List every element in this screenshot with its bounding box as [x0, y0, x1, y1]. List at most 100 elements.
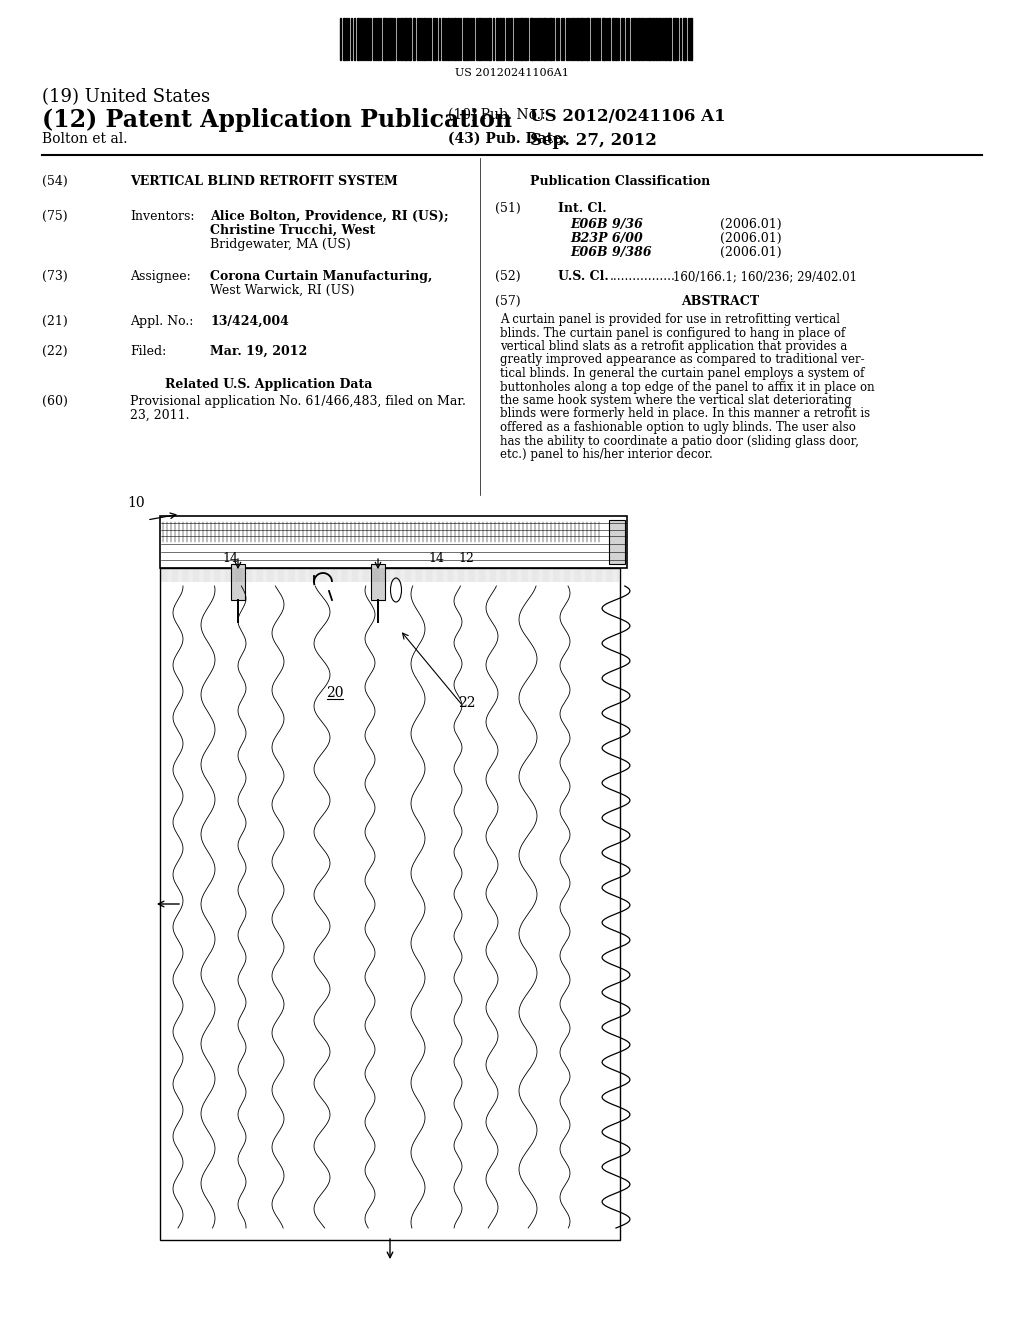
Bar — [586, 18, 589, 59]
Text: ABSTRACT: ABSTRACT — [681, 294, 759, 308]
Text: offered as a fashionable option to ugly blinds. The user also: offered as a fashionable option to ugly … — [500, 421, 856, 434]
Text: blinds were formerly held in place. In this manner a retrofit is: blinds were formerly held in place. In t… — [500, 408, 870, 421]
Bar — [488, 18, 490, 59]
Bar — [628, 18, 629, 59]
Bar — [403, 18, 407, 59]
Text: (51): (51) — [495, 202, 521, 215]
Text: 23, 2011.: 23, 2011. — [130, 409, 189, 422]
Text: Int. Cl.: Int. Cl. — [558, 202, 606, 215]
Bar — [510, 18, 512, 59]
Bar — [499, 18, 501, 59]
Text: (21): (21) — [42, 315, 68, 327]
Text: etc.) panel to his/her interior decor.: etc.) panel to his/her interior decor. — [500, 447, 713, 461]
Text: (22): (22) — [42, 345, 68, 358]
Bar — [638, 18, 640, 59]
Bar — [631, 18, 632, 59]
Bar — [466, 18, 468, 59]
Text: 14: 14 — [222, 552, 238, 565]
Bar — [469, 18, 470, 59]
Bar — [633, 18, 635, 59]
Bar — [524, 18, 525, 59]
Bar — [655, 18, 657, 59]
Text: E06B 9/386: E06B 9/386 — [570, 246, 651, 259]
Bar — [609, 520, 625, 564]
Bar — [496, 18, 498, 59]
Bar — [549, 18, 552, 59]
Bar — [658, 18, 659, 59]
Text: (43) Pub. Date:: (43) Pub. Date: — [449, 132, 567, 147]
Text: Inventors:: Inventors: — [130, 210, 195, 223]
Text: (75): (75) — [42, 210, 68, 223]
Text: 22: 22 — [458, 696, 475, 710]
Bar — [580, 18, 583, 59]
Bar — [538, 18, 540, 59]
Text: Bridgewater, MA (US): Bridgewater, MA (US) — [210, 238, 351, 251]
Bar — [593, 18, 595, 59]
Bar — [343, 18, 344, 59]
Text: E06B 9/36: E06B 9/36 — [570, 218, 643, 231]
Bar — [231, 564, 245, 601]
Text: (2006.01): (2006.01) — [720, 232, 781, 246]
Bar — [408, 18, 411, 59]
Bar — [668, 18, 671, 59]
Bar — [160, 568, 620, 1239]
Text: 20: 20 — [327, 686, 344, 700]
Text: the same hook system where the vertical slat deteriorating: the same hook system where the vertical … — [500, 393, 852, 407]
Bar — [530, 18, 534, 59]
Text: 14: 14 — [428, 552, 444, 565]
Bar — [574, 18, 575, 59]
Bar — [441, 18, 443, 59]
Bar — [569, 18, 571, 59]
Text: B23P 6/00: B23P 6/00 — [570, 232, 643, 246]
Bar — [160, 516, 627, 568]
Bar — [621, 18, 622, 59]
Bar — [502, 18, 504, 59]
Text: Corona Curtain Manufacturing,: Corona Curtain Manufacturing, — [210, 271, 432, 282]
Text: has the ability to coordinate a patio door (sliding glass door,: has the ability to coordinate a patio do… — [500, 434, 859, 447]
Text: (12) Patent Application Publication: (12) Patent Application Publication — [42, 108, 512, 132]
Text: West Warwick, RI (US): West Warwick, RI (US) — [210, 284, 354, 297]
Text: (54): (54) — [42, 176, 68, 187]
Bar — [350, 18, 352, 59]
Text: Appl. No.:: Appl. No.: — [130, 315, 194, 327]
Bar — [673, 18, 676, 59]
Text: Provisional application No. 61/466,483, filed on Mar.: Provisional application No. 61/466,483, … — [130, 395, 466, 408]
Bar — [560, 18, 562, 59]
Text: Alice Bolton, Providence, RI (US);: Alice Bolton, Providence, RI (US); — [210, 210, 449, 223]
Bar — [641, 18, 642, 59]
Text: Bolton et al.: Bolton et al. — [42, 132, 128, 147]
Bar — [433, 18, 435, 59]
Bar — [454, 18, 456, 59]
Bar — [493, 18, 494, 59]
Text: Publication Classification: Publication Classification — [529, 176, 710, 187]
Bar — [463, 18, 465, 59]
Bar — [413, 18, 415, 59]
Text: U.S. Cl.: U.S. Cl. — [558, 271, 608, 282]
Bar — [572, 18, 573, 59]
Text: vertical blind slats as a retrofit application that provides a: vertical blind slats as a retrofit appli… — [500, 341, 847, 352]
Bar — [477, 18, 480, 59]
Bar — [665, 18, 667, 59]
Bar — [375, 18, 376, 59]
Bar — [377, 18, 379, 59]
Bar — [608, 18, 609, 59]
Bar — [611, 18, 613, 59]
Text: 160/166.1; 160/236; 29/402.01: 160/166.1; 160/236; 29/402.01 — [673, 271, 857, 282]
Bar — [457, 18, 459, 59]
Text: Mar. 19, 2012: Mar. 19, 2012 — [210, 345, 307, 358]
Bar — [438, 18, 440, 59]
Bar — [651, 18, 653, 59]
Bar — [389, 18, 390, 59]
Bar — [596, 18, 597, 59]
Text: US 2012/0241106 A1: US 2012/0241106 A1 — [530, 108, 726, 125]
Bar — [615, 18, 616, 59]
Text: (52): (52) — [495, 271, 520, 282]
Text: (19) United States: (19) United States — [42, 88, 210, 106]
Text: (60): (60) — [42, 395, 68, 408]
Text: A curtain panel is provided for use in retrofitting vertical: A curtain panel is provided for use in r… — [500, 313, 840, 326]
Text: (2006.01): (2006.01) — [720, 246, 781, 259]
Text: 12: 12 — [458, 552, 474, 565]
Text: US 20120241106A1: US 20120241106A1 — [455, 69, 569, 78]
Bar — [601, 18, 604, 59]
Text: blinds. The curtain panel is configured to hang in place of: blinds. The curtain panel is configured … — [500, 326, 845, 339]
